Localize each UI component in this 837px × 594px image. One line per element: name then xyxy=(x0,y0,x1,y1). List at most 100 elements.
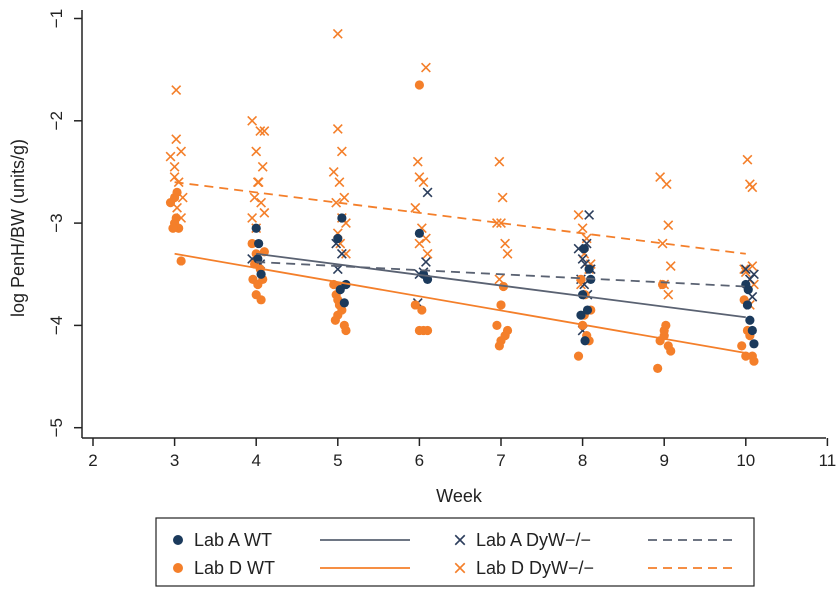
point-lab-a-wt xyxy=(414,228,424,238)
point-lab-d-dyw xyxy=(247,115,258,126)
point-lab-d-dyw xyxy=(257,161,268,172)
point-lab-a-wt xyxy=(582,305,593,315)
point-lab-d-dyw xyxy=(339,192,350,203)
point-lab-d-dyw xyxy=(491,218,502,229)
point-lab-d-wt xyxy=(741,351,751,361)
point-lab-d-wt xyxy=(176,256,186,266)
point-lab-a-dyw-stroke xyxy=(422,187,433,198)
y-tick-label: −2 xyxy=(47,111,66,130)
point-lab-d-dyw xyxy=(165,151,176,162)
point-lab-d-dyw-stroke xyxy=(663,220,674,231)
point-lab-d-dyw-stroke xyxy=(410,202,421,213)
point-lab-d-wt xyxy=(494,341,504,351)
point-lab-d-dyw xyxy=(332,28,343,39)
x-tick-label: 7 xyxy=(496,451,505,470)
point-lab-d-dyw xyxy=(341,248,351,259)
point-lab-d-dyw-stroke xyxy=(739,264,750,275)
y-tick-label: −1 xyxy=(47,9,66,28)
point-lab-a-dyw-stroke xyxy=(584,209,595,220)
point-lab-d-dyw-stroke xyxy=(259,126,270,136)
point-lab-d-dyw xyxy=(247,213,258,223)
point-lab-d-dyw-stroke xyxy=(494,274,505,285)
point-lab-d-wt xyxy=(576,274,586,284)
point-lab-d-dyw xyxy=(169,161,180,172)
legend-label: Lab A WT xyxy=(194,530,272,550)
point-lab-d-dyw-stroke xyxy=(171,85,182,96)
point-lab-d-dyw-stroke xyxy=(176,146,187,157)
point-lab-d-dyw xyxy=(336,146,347,157)
point-lab-d-wt xyxy=(410,300,420,310)
point-lab-d-dyw-stroke xyxy=(253,177,264,188)
point-lab-d-dyw-stroke xyxy=(328,167,339,177)
point-lab-d-dyw xyxy=(494,156,505,167)
point-lab-d-dyw-stroke xyxy=(331,197,342,208)
point-lab-d-dyw xyxy=(663,220,674,231)
x-tick-label: 6 xyxy=(415,451,424,470)
point-lab-d-dyw xyxy=(747,261,758,272)
point-lab-d-dyw-stroke xyxy=(336,146,347,157)
point-lab-d-dyw xyxy=(332,124,343,134)
trend-line-lab-a-dyw xyxy=(256,261,746,288)
x-tick-label: 2 xyxy=(88,451,97,470)
point-lab-d-dyw xyxy=(176,146,187,157)
point-lab-d-wt xyxy=(247,238,257,249)
point-lab-a-dyw-stroke xyxy=(740,264,751,275)
y-tick-label: −5 xyxy=(47,418,66,437)
point-lab-d-dyw-stroke xyxy=(655,172,666,183)
x-tick-label: 4 xyxy=(251,451,260,470)
x-tick-label: 11 xyxy=(819,451,837,470)
point-lab-d-wt xyxy=(737,341,747,351)
point-lab-d-dyw xyxy=(259,126,270,136)
point-lab-d-dyw-stroke xyxy=(332,28,343,39)
x-axis-title: Week xyxy=(436,486,483,506)
point-lab-a-wt xyxy=(339,298,349,308)
point-lab-d-dyw-stroke xyxy=(577,223,588,234)
point-lab-a-wt xyxy=(579,244,589,254)
point-lab-d-dyw-stroke xyxy=(339,192,350,203)
point-lab-d-dyw-stroke xyxy=(494,156,505,167)
legend-marker-stroke xyxy=(454,534,466,546)
point-lab-d-dyw xyxy=(259,207,270,218)
point-lab-a-wt xyxy=(749,339,759,349)
point-lab-d-dyw-stroke xyxy=(663,289,674,300)
legend-marker xyxy=(454,534,466,546)
point-lab-d-dyw xyxy=(171,85,182,96)
point-lab-d-dyw xyxy=(412,156,423,167)
point-lab-d-dyw-stroke xyxy=(341,248,351,259)
point-lab-d-dyw xyxy=(665,261,676,272)
point-lab-d-dyw xyxy=(496,218,506,229)
point-lab-a-dyw xyxy=(584,209,595,220)
point-lab-a-wt xyxy=(337,213,347,223)
point-lab-d-dyw-stroke xyxy=(249,192,260,203)
point-lab-d-dyw-stroke xyxy=(169,161,180,172)
point-lab-a-wt xyxy=(742,300,753,310)
legend-label: Lab D WT xyxy=(194,558,275,578)
axes: Week log PenH/BW (units/g) 2 3 4 5 6 7 8 9 10 11 −… xyxy=(8,9,836,506)
point-lab-d-dyw xyxy=(742,154,753,165)
point-lab-d-dyw-stroke xyxy=(341,218,351,229)
point-lab-d-dyw-stroke xyxy=(256,197,267,208)
point-lab-d-dyw-stroke xyxy=(414,238,425,249)
legend-marker-stroke xyxy=(454,562,466,574)
point-lab-d-wt xyxy=(330,315,340,325)
point-lab-d-dyw xyxy=(502,248,513,259)
x-tick-label: 10 xyxy=(736,451,755,470)
point-lab-d-wt xyxy=(341,325,351,336)
point-lab-d-dyw-stroke xyxy=(165,151,176,162)
point-lab-d-dyw xyxy=(255,126,266,136)
point-lab-d-dyw xyxy=(414,238,425,249)
point-lab-a-dyw-stroke xyxy=(749,269,759,280)
point-lab-a-wt xyxy=(576,310,586,320)
point-lab-d-dyw xyxy=(661,179,672,190)
trend-line-lab-d-dyw xyxy=(174,181,746,255)
point-lab-d-dyw-stroke xyxy=(661,179,672,190)
trend-line-lab-d-wt xyxy=(174,252,746,354)
point-lab-d-dyw-stroke xyxy=(335,238,346,249)
point-lab-d-dyw xyxy=(418,177,429,188)
point-lab-d-dyw xyxy=(497,192,508,203)
point-lab-d-dyw-stroke xyxy=(257,161,268,172)
point-lab-d-dyw xyxy=(500,238,511,249)
x-tick-label: 8 xyxy=(578,451,587,470)
point-lab-a-wt xyxy=(745,315,755,325)
